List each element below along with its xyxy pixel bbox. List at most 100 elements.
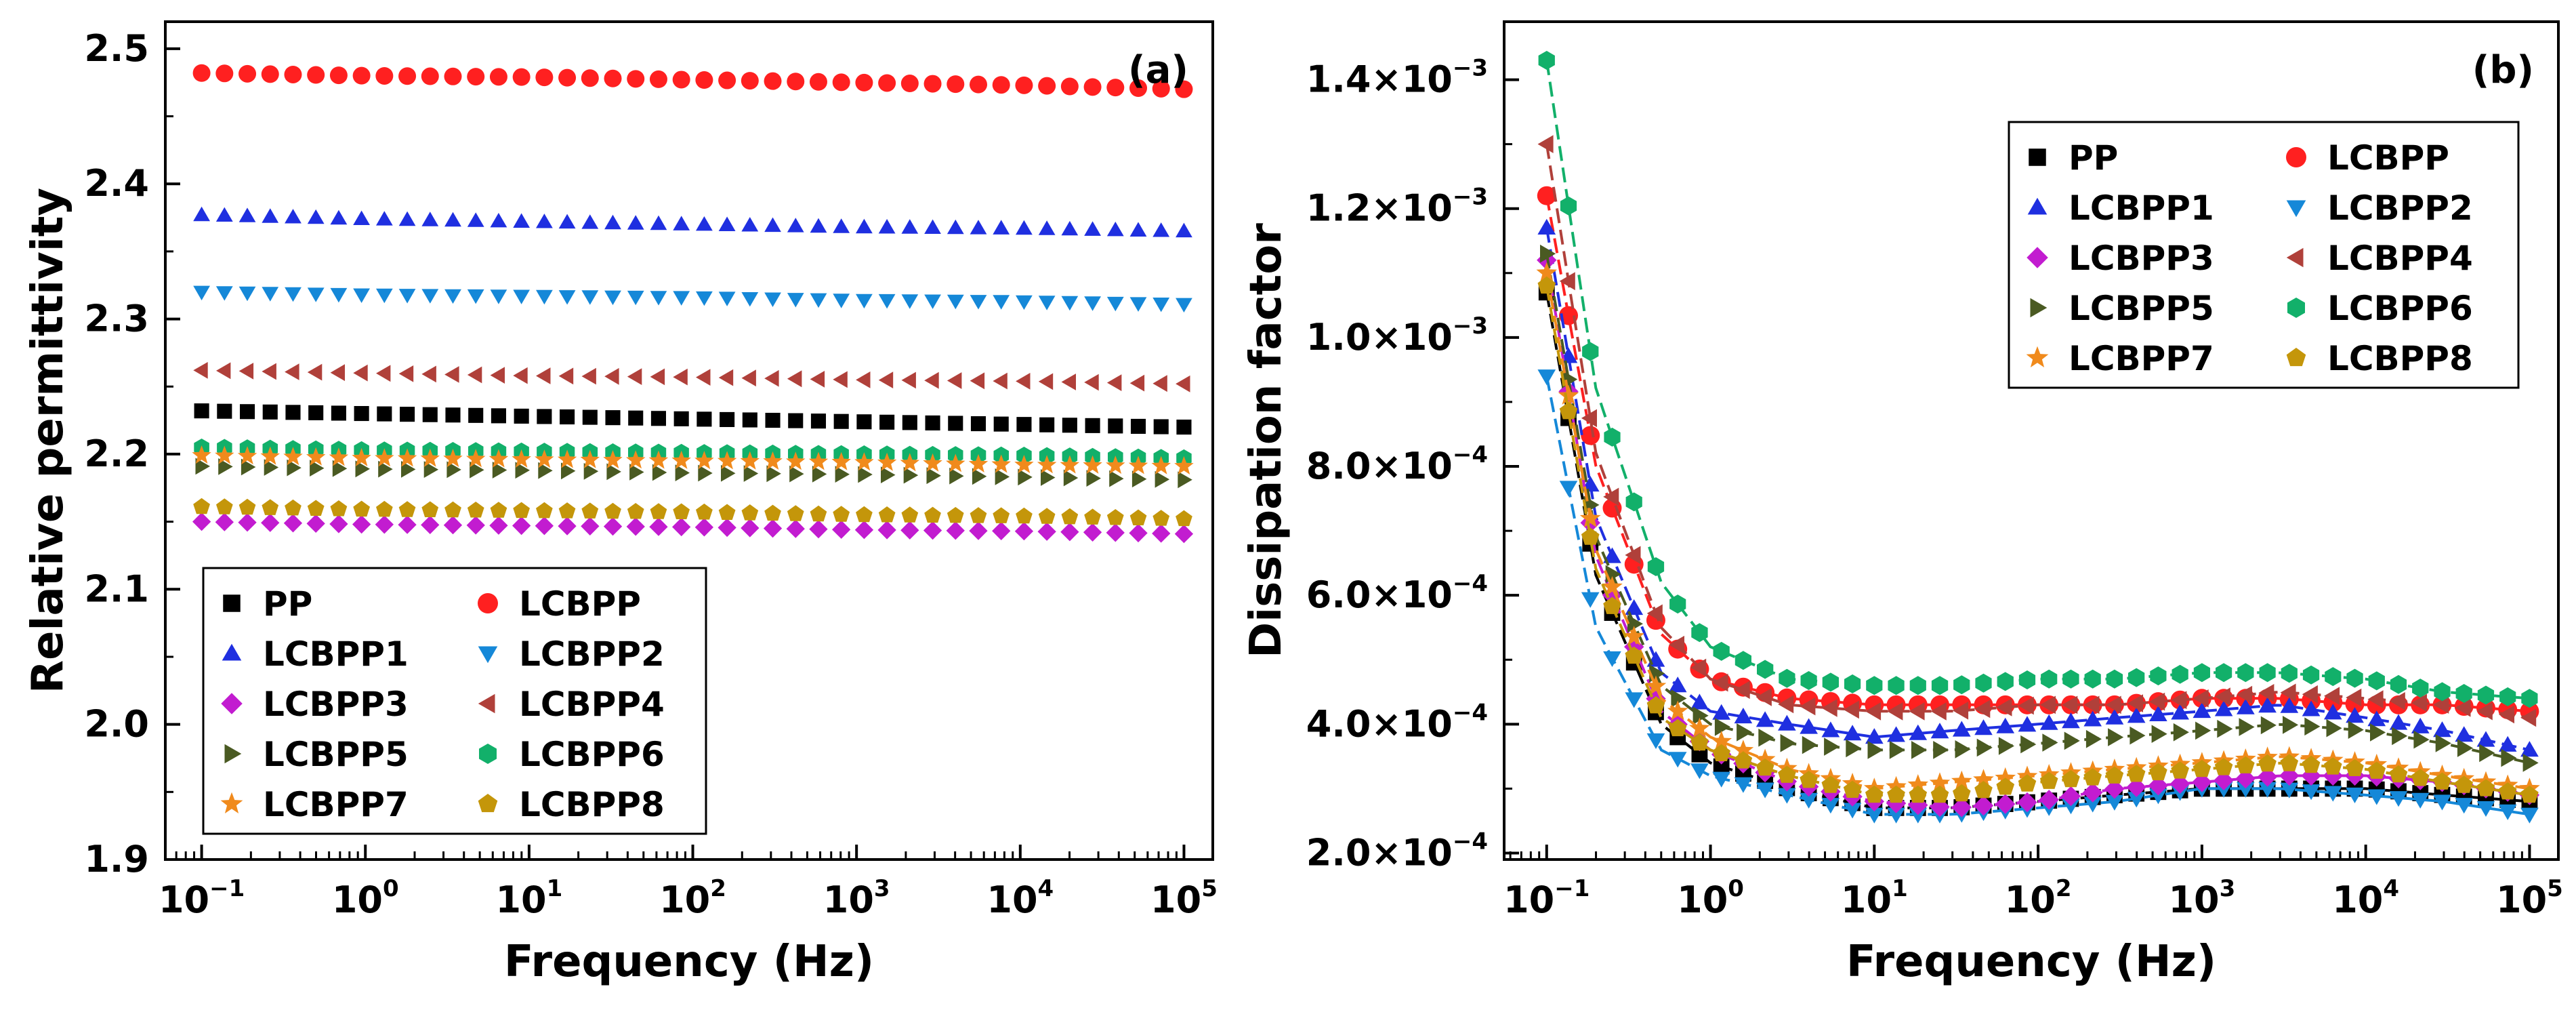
data-point <box>1623 626 1644 646</box>
series-line-lcbpp4 <box>1545 144 2530 719</box>
legend-item-lcbpp8: LCBPP8 <box>478 785 665 824</box>
data-point <box>1645 675 1667 695</box>
data-point <box>972 468 987 485</box>
data-point <box>1603 651 1621 667</box>
data-point <box>1711 730 1732 750</box>
data-point <box>2193 689 2209 708</box>
data-point <box>2108 728 2124 746</box>
data-point <box>1603 597 1621 614</box>
legend-item-lcbpp6: LCBPP6 <box>479 735 665 774</box>
data-point <box>1865 702 1882 721</box>
data-point <box>812 466 827 483</box>
data-point <box>2368 671 2385 691</box>
data-point <box>2214 770 2234 790</box>
data-point <box>856 371 871 388</box>
data-point <box>2127 707 2146 723</box>
data-point <box>741 519 760 538</box>
data-point <box>329 447 349 466</box>
data-point <box>809 520 828 539</box>
data-point <box>466 516 485 535</box>
data-point <box>512 449 531 468</box>
data-point <box>1865 728 1884 744</box>
data-point <box>1625 546 1641 565</box>
data-point <box>1843 780 1862 798</box>
data-point <box>2017 792 2037 813</box>
data-point <box>262 499 279 515</box>
data-point <box>2195 721 2211 740</box>
data-point <box>352 514 371 534</box>
data-point <box>924 506 941 523</box>
data-point <box>1780 733 1796 752</box>
data-point <box>627 368 642 385</box>
data-point <box>1537 276 1556 294</box>
data-point <box>490 367 505 384</box>
data-point <box>1800 697 1816 716</box>
legend-label: LCBPP5 <box>2069 289 2214 328</box>
data-point <box>764 369 779 387</box>
data-point <box>329 514 348 533</box>
data-point <box>741 504 759 521</box>
data-point <box>513 367 528 384</box>
y-tick-label: 1.2×10−3 <box>1306 184 1488 230</box>
data-point <box>949 467 964 485</box>
data-point <box>992 76 1010 94</box>
data-point <box>1176 420 1192 435</box>
data-point <box>1014 455 1034 473</box>
data-point <box>1671 689 1687 708</box>
data-point <box>2346 668 2363 688</box>
data-point <box>470 461 484 479</box>
data-point <box>2105 766 2124 784</box>
data-point <box>901 371 916 389</box>
data-point <box>1995 767 2016 788</box>
data-point <box>2148 775 2169 796</box>
legend-item-lcbpp3: LCBPP3 <box>221 685 409 724</box>
data-point <box>1016 417 1032 432</box>
data-point <box>1106 456 1125 474</box>
data-point <box>2324 704 2342 720</box>
series-lcbpp7 <box>192 445 1194 474</box>
data-point <box>397 448 417 467</box>
data-point <box>2476 801 2495 817</box>
data-point <box>536 502 553 519</box>
legend-item-lcbpp5: LCBPP5 <box>224 735 409 774</box>
data-point <box>2302 665 2320 685</box>
data-point <box>741 292 759 307</box>
data-point <box>1689 717 1710 738</box>
data-point <box>697 411 712 427</box>
data-point <box>810 371 825 388</box>
data-point <box>1174 456 1194 474</box>
data-point <box>970 220 987 235</box>
data-point <box>1996 698 2012 716</box>
legend-marker <box>223 594 241 612</box>
data-point <box>1625 646 1643 664</box>
data-point <box>444 501 461 518</box>
data-point <box>808 451 829 470</box>
data-point <box>1016 507 1033 524</box>
x-tick-label: 104 <box>2332 875 2399 921</box>
data-point <box>721 464 736 482</box>
data-point <box>1060 455 1080 474</box>
data-point <box>858 466 873 483</box>
data-point <box>558 68 577 87</box>
data-point <box>695 71 713 89</box>
data-point <box>331 405 346 421</box>
data-point <box>1625 692 1644 708</box>
data-point <box>515 462 530 479</box>
data-point <box>446 461 461 479</box>
data-point <box>1975 673 1992 693</box>
series-lcbpp5 <box>195 458 1192 489</box>
legend-item-lcbpp6: LCBPP6 <box>2287 289 2473 328</box>
data-point <box>1015 76 1033 94</box>
data-point <box>2149 763 2167 781</box>
data-point <box>1998 737 2014 755</box>
data-point <box>2039 714 2058 730</box>
data-point <box>2455 775 2473 793</box>
plot-frame <box>164 20 1214 861</box>
legend-label: LCBPP <box>2327 138 2449 178</box>
data-point <box>421 211 439 226</box>
data-point <box>195 458 210 475</box>
data-point <box>947 372 962 389</box>
data-point <box>626 517 645 536</box>
data-point <box>444 67 462 85</box>
data-point <box>740 451 760 470</box>
